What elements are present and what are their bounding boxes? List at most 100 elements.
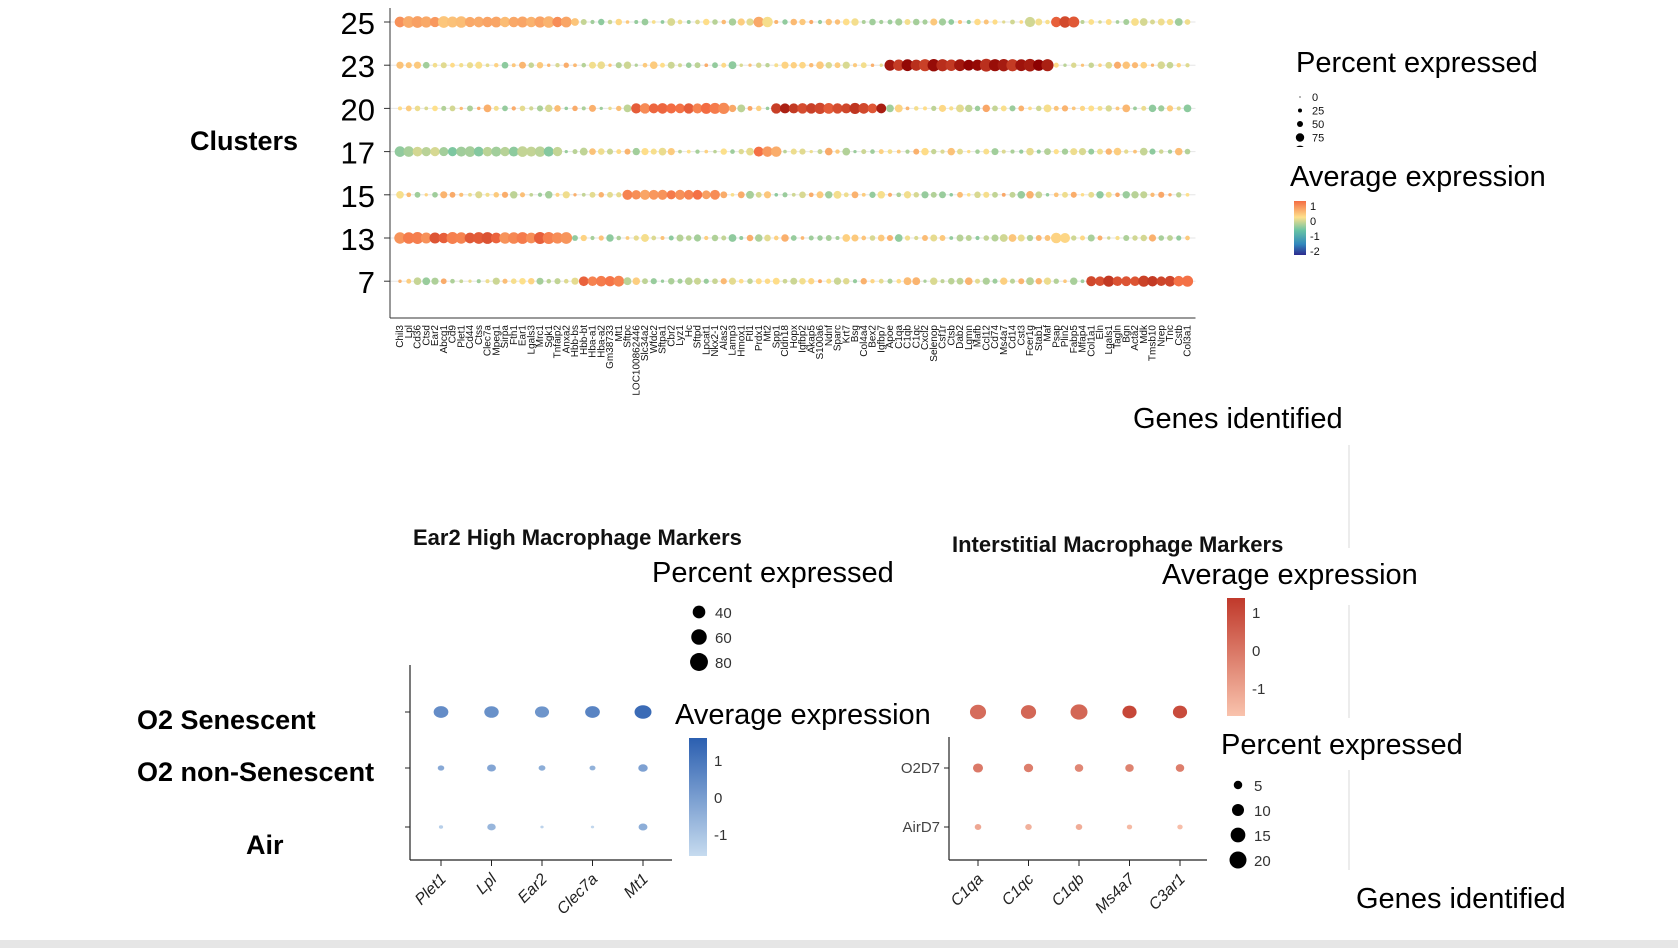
row-label-air: Air <box>246 830 284 860</box>
gene-tick-label: Lgals3 <box>526 325 537 355</box>
dot-7-Tnfaip2 <box>554 278 561 285</box>
gene-tick-label: C1qc <box>911 325 922 348</box>
dot-7-Ctss <box>476 279 481 284</box>
dot-13-Sgk1 <box>542 231 555 245</box>
dot-23-C1qc <box>910 59 922 71</box>
dot-15-C1qb <box>903 191 912 199</box>
dot-23-Igfbp7 <box>879 63 883 67</box>
dot-23-Cstb <box>1176 62 1181 68</box>
dot-17-Lpl <box>403 146 415 157</box>
dot-20-Maf <box>1043 104 1052 113</box>
dot-23-Cxcl2 <box>918 59 932 72</box>
gene-tick-label: Sftpc <box>623 325 634 348</box>
dot-17-Dab2 <box>957 148 963 155</box>
dot-7-Prdx1 <box>755 278 762 285</box>
bottom-scrollbar[interactable] <box>0 940 1678 948</box>
color-legend-label: 0 <box>1252 643 1260 660</box>
dot-20-Prdx1 <box>756 105 762 112</box>
dot-7-Csf1r <box>940 279 945 284</box>
dot-17-Col3a1 <box>1184 148 1191 155</box>
dot-25-Ms4a7 <box>1002 20 1006 24</box>
dot-13-Cd36 <box>411 232 424 244</box>
dot-25-Maf <box>1045 19 1050 25</box>
dot-15-Fabp5 <box>1070 191 1077 198</box>
dot-15-Alas2 <box>720 191 728 199</box>
gene-tick-label: Selenop <box>929 325 940 362</box>
percent-legend-dot <box>692 605 706 619</box>
dot-25-Lpl <box>402 16 415 28</box>
dot-13-Plin2 <box>1059 232 1071 244</box>
dot-15-Col4a4 <box>861 192 866 197</box>
dot-23-Mafb <box>971 59 984 71</box>
dot-13-Mafb <box>975 235 980 241</box>
dot-25-Hbb-bt <box>580 18 587 26</box>
percent-legend-dot <box>691 629 707 645</box>
gene-tick-label: Cst3 <box>1016 325 1027 346</box>
dot-17-Mrc1 <box>534 146 546 157</box>
dot-25-Cd36 <box>411 16 424 28</box>
dot-17-Tmsb10 <box>1149 148 1156 155</box>
dot-23-Abcg1 <box>440 62 447 69</box>
dot-13-Cstb <box>1176 235 1182 241</box>
dot-17-Lgals1 <box>1105 148 1112 155</box>
dot-17-Col1a1 <box>1088 148 1095 155</box>
dot-15-Hbb-bt <box>581 192 586 197</box>
dot-17-Plet1 <box>456 146 467 157</box>
dot-7-Igfbp2 <box>799 277 806 285</box>
dot-23-Lgals1 <box>1105 61 1113 69</box>
dot-7-Ctsd <box>422 277 431 286</box>
dot-C1qb-0 <box>1070 704 1088 720</box>
dot-15-Sparc <box>833 190 842 199</box>
dot-17-Tnfaip2 <box>552 146 563 157</box>
dot-17-Ms4a7 <box>1001 149 1006 154</box>
dot-17-Akap5 <box>809 149 813 154</box>
top-dotplot: 2523201715137Chil3LplCd36CtsdEar2Abcg1Cd… <box>341 6 1375 396</box>
cluster-tick-label: 15 <box>341 179 375 214</box>
dot-17-Mt2 <box>762 146 773 157</box>
dot-13-Lpcat1 <box>704 235 709 241</box>
dot-17-Hopx <box>790 148 797 155</box>
dot-7-Bex2 <box>870 278 875 284</box>
dot-17-Cbr2 <box>667 148 675 156</box>
dot-13-Eln <box>1097 235 1103 241</box>
dot-C1qa-1 <box>972 763 984 773</box>
dot-23-Alas2 <box>721 62 727 68</box>
dot-13-C1qc <box>914 235 919 241</box>
dot-17-Chil3 <box>394 146 406 157</box>
top-color-legend-label: 0 <box>1310 216 1316 228</box>
dot-20-Hopx <box>788 103 799 114</box>
dot-17-Csf1r <box>940 149 945 154</box>
dot-25-Csf1r <box>938 18 947 26</box>
dot-23-Cd74 <box>988 59 1002 72</box>
dot-7-Fabp5 <box>1070 277 1078 285</box>
dot-13-C1qa <box>894 234 903 242</box>
dot-25-Prdx1 <box>753 16 765 28</box>
x-tick-label: Ear2 <box>515 871 551 907</box>
dot-23-Mt1 <box>615 62 622 69</box>
dot-20-Eln <box>1097 105 1103 111</box>
dot-20-LOC100862446 <box>631 103 642 114</box>
top-percent-legend-label: 25 <box>1312 106 1324 118</box>
dot-23-Bgn <box>1122 61 1130 69</box>
gene-tick-label: Hc <box>684 325 695 337</box>
gene-tick-label: Psap <box>1051 325 1062 348</box>
dot-17-Clec7a <box>482 146 493 157</box>
dot-17-Bsg <box>853 149 857 154</box>
dot-20-Gm38733 <box>608 106 612 111</box>
dot-17-Fth1 <box>508 146 519 157</box>
dot-13-Selenop <box>930 234 938 242</box>
gene-tick-label: Col1a1 <box>1086 325 1097 357</box>
cluster-tick-label: 23 <box>341 49 375 84</box>
top-percent-legend-label: 50 <box>1312 119 1324 131</box>
dot-25-Spp1 <box>774 19 779 25</box>
dot-13-Slc34a2 <box>641 234 649 242</box>
dot-7-Selenop <box>930 277 938 285</box>
dot-Clec7a-1 <box>589 765 596 771</box>
cluster-tick-label: 17 <box>341 136 375 171</box>
dot-20-Fth1 <box>511 106 516 111</box>
dot-25-Mafb <box>974 18 981 26</box>
dot-23-Wfdc2 <box>649 61 658 70</box>
dot-13-Ndnf <box>825 235 832 241</box>
dot-20-Plet1 <box>459 106 463 111</box>
dot-20-Cd9 <box>449 105 456 112</box>
